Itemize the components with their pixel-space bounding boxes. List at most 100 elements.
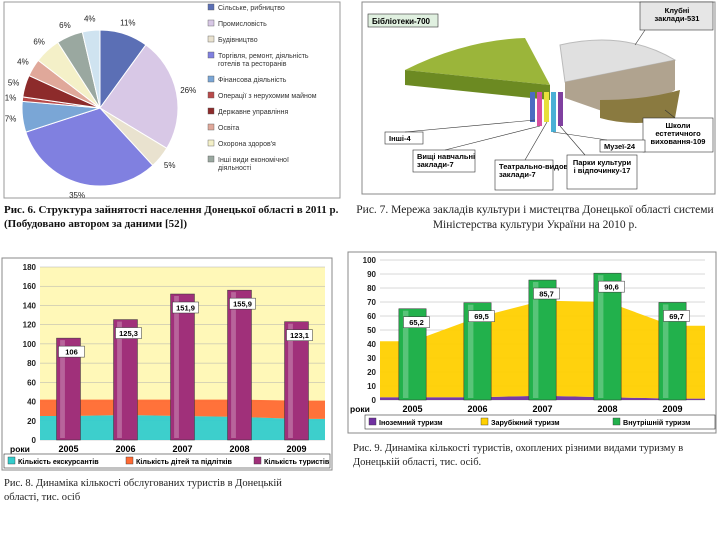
fig6-slice-label: 1% bbox=[5, 94, 17, 103]
fig9-bar-label-box bbox=[533, 287, 560, 300]
figure-9: 65,2 69,5 85,7 90,6 69,7 0 10 20 30 40 50 60 70 80 90… bbox=[345, 250, 720, 540]
fig9-bar-highlight bbox=[402, 310, 409, 398]
fig9-bar-highlight bbox=[467, 304, 474, 398]
fig8-y-tick: 160 bbox=[23, 282, 37, 291]
fig9-bar bbox=[528, 279, 557, 401]
fig6-slice-label: 7% bbox=[5, 114, 17, 123]
fig7-label-box bbox=[367, 13, 439, 28]
fig9-y-tick: 40 bbox=[367, 340, 376, 349]
fig8-legend-box bbox=[3, 453, 331, 469]
fig8-y-tick: 100 bbox=[23, 340, 37, 349]
fig9-legend-swatch bbox=[612, 417, 621, 426]
fig6-caption: Рис. 6. Структура зайнятості населення Д… bbox=[4, 204, 339, 230]
fig9-bar-label: 90,6 bbox=[604, 283, 619, 292]
fig9-y-tick: 90 bbox=[367, 270, 376, 279]
fig8-x-tick: 2008 bbox=[229, 444, 249, 454]
fig8-bar-label: 123,1 bbox=[290, 331, 309, 340]
fig9-bar-label-box bbox=[468, 310, 495, 322]
fig7-label: Школи естетичного виховання-109 bbox=[651, 121, 706, 146]
fig9-y-tick: 20 bbox=[367, 368, 376, 377]
fig9-y-tick: 50 bbox=[367, 326, 376, 335]
fig8-bar-highlight bbox=[60, 340, 65, 438]
fig9-bar-label: 69,7 bbox=[669, 312, 684, 321]
fig7-label-box bbox=[494, 159, 554, 191]
fig7-label: Вищі навчальні заклади-7 bbox=[417, 152, 475, 169]
fig9-legend-label: Іноземний туризм bbox=[379, 418, 443, 427]
fig6-legend-label: Промисловість bbox=[218, 20, 267, 28]
fig7-label-box bbox=[412, 149, 476, 173]
fig7-slice-museums bbox=[551, 92, 556, 132]
fig9-x-tick: 2005 bbox=[402, 404, 422, 414]
fig8-legend-swatch bbox=[125, 456, 134, 465]
fig6-slice-label: 5% bbox=[8, 79, 20, 88]
fig8-y-tick: 180 bbox=[23, 263, 37, 272]
fig7-chart: Бібліотеки-700 Клубні заклади-531 Школи ес… bbox=[361, 1, 716, 195]
fig7-label: Клубні заклади-531 bbox=[655, 6, 700, 23]
fig8-legend-label: Кількість дітей та підлітків bbox=[136, 457, 232, 466]
fig8-bar-highlight bbox=[231, 292, 236, 438]
fig7-slice-clubs bbox=[559, 39, 677, 83]
fig6-legend-label: Державне управління bbox=[218, 108, 289, 116]
fig6-legend-swatch bbox=[207, 3, 215, 11]
fig7-slice-library-side bbox=[405, 70, 550, 100]
figure-7: Бібліотеки-700 Клубні заклади-531 Школи ес… bbox=[345, 0, 720, 250]
fig6-slice-label: 11% bbox=[120, 18, 135, 27]
fig8-bar bbox=[170, 293, 195, 441]
fig9-bar-label: 69,5 bbox=[474, 312, 489, 321]
fig9-bar-label-box bbox=[663, 310, 690, 322]
fig6-slice-label: 6% bbox=[33, 38, 45, 47]
fig9-y-tick: 60 bbox=[367, 312, 376, 321]
fig8-x-tick: 2009 bbox=[286, 444, 306, 454]
fig8-x-tick: 2005 bbox=[58, 444, 78, 454]
fig8-bar bbox=[284, 321, 309, 441]
fig7-label: Парки культури і відпочинку-17 bbox=[573, 158, 632, 175]
fig8-bar-label-box bbox=[115, 327, 142, 339]
fig9-y-tick: 10 bbox=[367, 382, 376, 391]
fig8-bar-highlight bbox=[174, 296, 179, 438]
fig7-slice-library bbox=[405, 38, 550, 85]
fig9-y-tick: 70 bbox=[367, 298, 376, 307]
figure-8: 106 125,3 151,9 155,9 123,1 0 20 40 60 80 100 120 1… bbox=[0, 255, 345, 540]
fig6-slice-label: 6% bbox=[59, 21, 71, 30]
fig9-legend-box bbox=[364, 414, 716, 430]
fig9-bar-label: 65,2 bbox=[409, 318, 424, 327]
fig8-bar bbox=[56, 337, 81, 441]
fig6-legend-label: Торгівля, ремонт, діяльність готелів та р… bbox=[218, 52, 309, 68]
fig6-legend-swatch bbox=[207, 35, 215, 43]
fig8-legend-swatch bbox=[7, 456, 16, 465]
fig8-bar-label-box bbox=[229, 297, 256, 310]
fig6-slice-label: 5% bbox=[164, 161, 176, 170]
fig7-label-box bbox=[642, 117, 714, 153]
fig8-bar bbox=[227, 289, 252, 441]
fig6-legend-label: Освіта bbox=[218, 124, 239, 132]
fig8-y-tick: 40 bbox=[27, 398, 36, 407]
fig8-bar-label-box bbox=[286, 329, 313, 341]
fig7-caption: Рис. 7. Мережа закладів культури і мисте… bbox=[356, 204, 714, 231]
fig6-legend-label: Фінансова діяльність bbox=[218, 76, 287, 84]
fig9-caption: Рис. 9. Динаміка кількості туристів, охо… bbox=[353, 443, 684, 468]
fig6-legend-swatch bbox=[207, 75, 215, 83]
fig6-legend-swatch bbox=[207, 91, 215, 99]
fig7-label-box bbox=[639, 1, 714, 31]
fig9-legend-label: Зарубіжний туризм bbox=[491, 418, 560, 427]
fig7-label: Інші-4 bbox=[389, 134, 411, 143]
fig6-legend-swatch bbox=[207, 107, 215, 115]
fig7-slice-universities bbox=[537, 92, 542, 126]
fig6-legend-swatch bbox=[207, 155, 215, 163]
fig8-y-tick: 140 bbox=[23, 301, 37, 310]
fig8-caption: Рис. 8. Динаміка кількості обслугованих … bbox=[4, 478, 282, 503]
fig6-slice-label: 26% bbox=[180, 86, 196, 95]
fig9-y-tick: 80 bbox=[367, 284, 376, 293]
fig7-label: Театрально-видовищні заклади-7 bbox=[499, 162, 586, 179]
fig9-y-tick: 0 bbox=[372, 396, 377, 405]
fig9-x-tick: 2007 bbox=[532, 404, 552, 414]
fig8-bar-label: 151,9 bbox=[176, 304, 195, 313]
fig8-y-tick: 0 bbox=[32, 436, 37, 445]
fig6-legend-swatch bbox=[207, 123, 215, 131]
fig8-bar-label: 125,3 bbox=[119, 329, 138, 338]
fig7-label: Музеї-24 bbox=[604, 142, 636, 151]
fig6-slice-label: 4% bbox=[17, 58, 29, 67]
fig8-y-tick: 80 bbox=[27, 359, 36, 368]
fig6-slice-label: 4% bbox=[84, 15, 96, 24]
fig7-slice-theatres bbox=[544, 92, 549, 122]
